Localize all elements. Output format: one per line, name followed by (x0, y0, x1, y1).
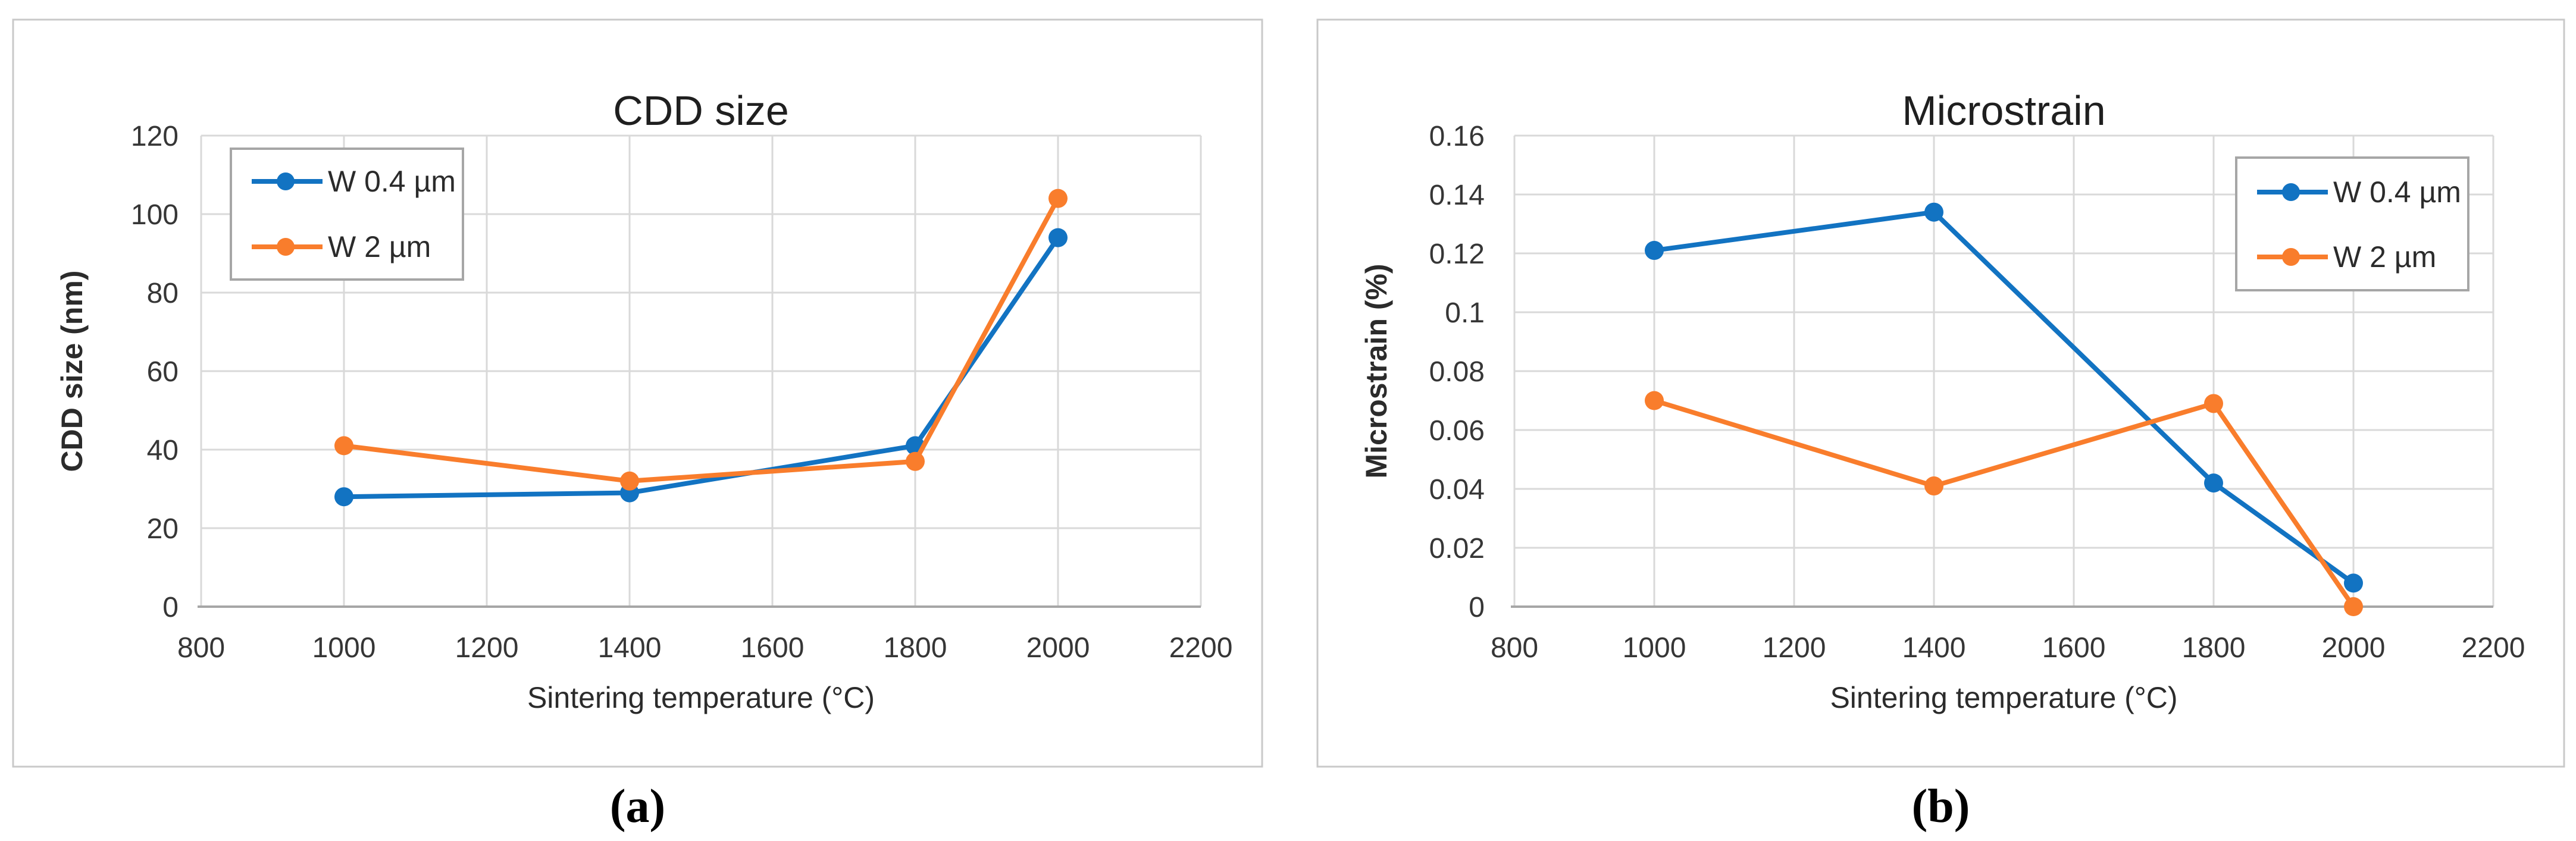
data-point (2344, 573, 2363, 593)
data-point (1924, 476, 1943, 496)
legend-item: W 2 µm (2257, 240, 2436, 274)
legend-marker-icon (277, 172, 295, 190)
y-tick-label: 0.06 (1429, 415, 1485, 447)
legend-marker-icon (2282, 248, 2300, 266)
data-point (2204, 394, 2223, 413)
legend-box: W 0.4 µm W 2 µm (2235, 156, 2469, 291)
series-line-W 2 µm (1652, 398, 2356, 609)
y-tick-label: 120 (131, 121, 179, 152)
legend-item: W 0.4 µm (2257, 175, 2461, 209)
series-line-W 0.4 µm (1652, 209, 2356, 586)
legend-item: W 2 µm (252, 230, 431, 263)
x-tick-label: 2000 (1026, 632, 1090, 664)
x-tick-label: 800 (177, 632, 225, 664)
x-tick-label: 2000 (2322, 632, 2386, 664)
x-tick-label: 800 (1491, 632, 1538, 664)
y-tick-label: 0 (162, 592, 179, 623)
legend-label: W 0.4 µm (328, 165, 456, 198)
chart-title: CDD size (613, 87, 789, 134)
x-axis-label: Sintering temperature (°C) (527, 681, 875, 714)
microstrain-chart: 0 0.02 0.04 0.06 0.08 0.1 0.12 0.14 0.16 800 1000 1… (1316, 18, 2565, 768)
y-tick-label: 0.08 (1429, 356, 1485, 388)
legend-border (230, 148, 464, 281)
data-point (334, 436, 353, 456)
x-tick-label: 2200 (2462, 632, 2525, 664)
x-tick-label: 1000 (1623, 632, 1686, 664)
y-tick-label: 0.16 (1429, 121, 1485, 152)
data-point (620, 471, 639, 491)
x-tick-label: 1400 (598, 632, 662, 664)
cdd-size-chart: 0 20 40 60 80 100 120 800 1000 1200 1400 1600 1800 20… (12, 18, 1263, 768)
data-point (906, 451, 925, 471)
y-tick-label: 80 (147, 278, 179, 309)
y-tick-label: 0 (1469, 592, 1485, 623)
data-point (1924, 202, 1943, 222)
y-tick-label: 0.04 (1429, 474, 1485, 506)
subfigure-caption-b: (b) (1911, 780, 1970, 833)
x-tick-label: 1400 (1902, 632, 1966, 664)
subfigure-caption-a: (a) (609, 780, 666, 833)
y-tick-label: 0.12 (1429, 239, 1485, 270)
y-tick-label: 40 (147, 435, 179, 466)
y-tick-label: 0.14 (1429, 180, 1485, 211)
data-point (334, 487, 353, 507)
panel-border (12, 18, 1263, 768)
x-tick-label: 1800 (884, 632, 947, 664)
legend-label: W 2 µm (328, 230, 431, 263)
x-axis-label: Sintering temperature (°C) (1830, 681, 2177, 714)
x-tick-label: 1200 (455, 632, 519, 664)
panel-border (1316, 18, 2565, 768)
chart-title: Microstrain (1902, 87, 2105, 134)
x-tick-label: 1200 (1763, 632, 1826, 664)
x-tick-label: 1800 (2182, 632, 2246, 664)
data-point (1048, 189, 1068, 208)
y-axis-label: Microstrain (%) (1360, 263, 1393, 478)
chart-panel-a: 0 20 40 60 80 100 120 800 1000 1200 1400 1600 1800 20… (12, 18, 1263, 768)
legend-label: W 2 µm (2333, 240, 2436, 274)
series-line-W 2 µm (342, 196, 1060, 484)
legend-label: W 0.4 µm (2333, 175, 2461, 209)
legend-border (2235, 156, 2469, 291)
data-point (1048, 228, 1068, 247)
legend-marker-icon (2282, 183, 2300, 201)
legend-marker-icon (277, 238, 295, 256)
data-point (2344, 597, 2363, 616)
chart-panel-b: 0 0.02 0.04 0.06 0.08 0.1 0.12 0.14 0.16 800 1000 1… (1316, 18, 2565, 768)
data-point (1645, 391, 1664, 410)
legend-item: W 0.4 µm (252, 165, 456, 198)
data-point (1645, 241, 1664, 261)
x-tick-label: 1600 (741, 632, 805, 664)
x-tick-label: 1000 (312, 632, 376, 664)
y-tick-label: 0.1 (1445, 297, 1485, 329)
legend-box: W 0.4 µm W 2 µm (230, 148, 464, 281)
y-tick-label: 100 (131, 199, 179, 231)
x-tick-label: 1600 (2042, 632, 2106, 664)
y-tick-label: 20 (147, 513, 179, 545)
x-tick-label: 2200 (1169, 632, 1233, 664)
y-tick-label: 0.02 (1429, 533, 1485, 564)
y-axis-label: CDD size (nm) (55, 271, 89, 472)
data-point (2204, 473, 2223, 493)
y-tick-label: 60 (147, 356, 179, 388)
